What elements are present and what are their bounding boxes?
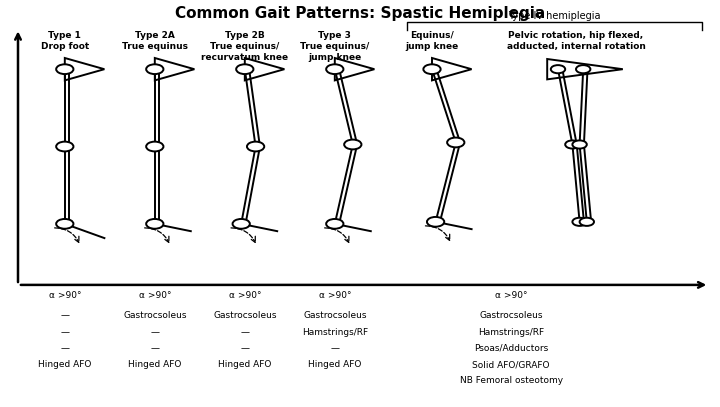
- Circle shape: [565, 140, 580, 149]
- Text: —: —: [60, 328, 69, 337]
- Text: —: —: [150, 328, 159, 337]
- Text: Hinged AFO: Hinged AFO: [128, 360, 181, 369]
- Text: Type 1
Drop foot: Type 1 Drop foot: [40, 31, 89, 50]
- Text: Gastrocsoleus: Gastrocsoleus: [303, 311, 366, 320]
- Text: Hinged AFO: Hinged AFO: [218, 360, 271, 369]
- Circle shape: [326, 219, 343, 229]
- Text: Gastrocsoleus: Gastrocsoleus: [123, 311, 186, 320]
- Circle shape: [146, 142, 163, 151]
- Circle shape: [580, 218, 594, 226]
- Circle shape: [146, 219, 163, 229]
- Text: Hinged AFO: Hinged AFO: [38, 360, 91, 369]
- Circle shape: [423, 64, 441, 74]
- Text: Pelvic rotation, hip flexed,
adducted, internal rotation: Pelvic rotation, hip flexed, adducted, i…: [507, 31, 645, 50]
- Text: Solid AFO/GRAFO: Solid AFO/GRAFO: [472, 360, 550, 369]
- Text: Gastrocsoleus: Gastrocsoleus: [480, 311, 543, 320]
- Text: Gastrocsoleus: Gastrocsoleus: [213, 311, 276, 320]
- Circle shape: [427, 217, 444, 227]
- Text: α >90°: α >90°: [495, 291, 528, 300]
- Text: α >90°: α >90°: [318, 291, 351, 300]
- Text: —: —: [240, 328, 249, 337]
- Circle shape: [236, 64, 253, 74]
- Text: Hamstrings/RF: Hamstrings/RF: [302, 328, 368, 337]
- Text: Equinus/
jump knee: Equinus/ jump knee: [405, 31, 459, 50]
- Text: Hinged AFO: Hinged AFO: [308, 360, 361, 369]
- Circle shape: [572, 140, 587, 149]
- Text: Type IV hemiplegia: Type IV hemiplegia: [508, 11, 600, 21]
- Text: Type 2B
True equinus/
recurvatum knee: Type 2B True equinus/ recurvatum knee: [201, 31, 289, 62]
- Circle shape: [146, 64, 163, 74]
- Circle shape: [344, 140, 361, 149]
- Text: Psoas/Adductors: Psoas/Adductors: [474, 344, 549, 353]
- Text: Common Gait Patterns: Spastic Hemiplegia: Common Gait Patterns: Spastic Hemiplegia: [175, 6, 545, 21]
- Text: —: —: [60, 344, 69, 353]
- Circle shape: [233, 219, 250, 229]
- Circle shape: [447, 138, 464, 147]
- Circle shape: [572, 218, 587, 226]
- Circle shape: [576, 65, 590, 73]
- Text: Type 2A
True equinus: Type 2A True equinus: [122, 31, 188, 50]
- Circle shape: [551, 65, 565, 73]
- Text: α >90°: α >90°: [48, 291, 81, 300]
- Text: —: —: [60, 311, 69, 320]
- Text: NB Femoral osteotomy: NB Femoral osteotomy: [459, 376, 563, 385]
- Circle shape: [56, 64, 73, 74]
- Text: α >90°: α >90°: [138, 291, 171, 300]
- Circle shape: [247, 142, 264, 151]
- Circle shape: [56, 219, 73, 229]
- Text: α >90°: α >90°: [228, 291, 261, 300]
- Text: Hamstrings/RF: Hamstrings/RF: [478, 328, 544, 337]
- Text: Type 3
True equinus/
jump knee: Type 3 True equinus/ jump knee: [300, 31, 369, 62]
- Circle shape: [326, 64, 343, 74]
- Text: —: —: [240, 344, 249, 353]
- Text: —: —: [330, 344, 339, 353]
- Text: —: —: [150, 344, 159, 353]
- Circle shape: [56, 142, 73, 151]
